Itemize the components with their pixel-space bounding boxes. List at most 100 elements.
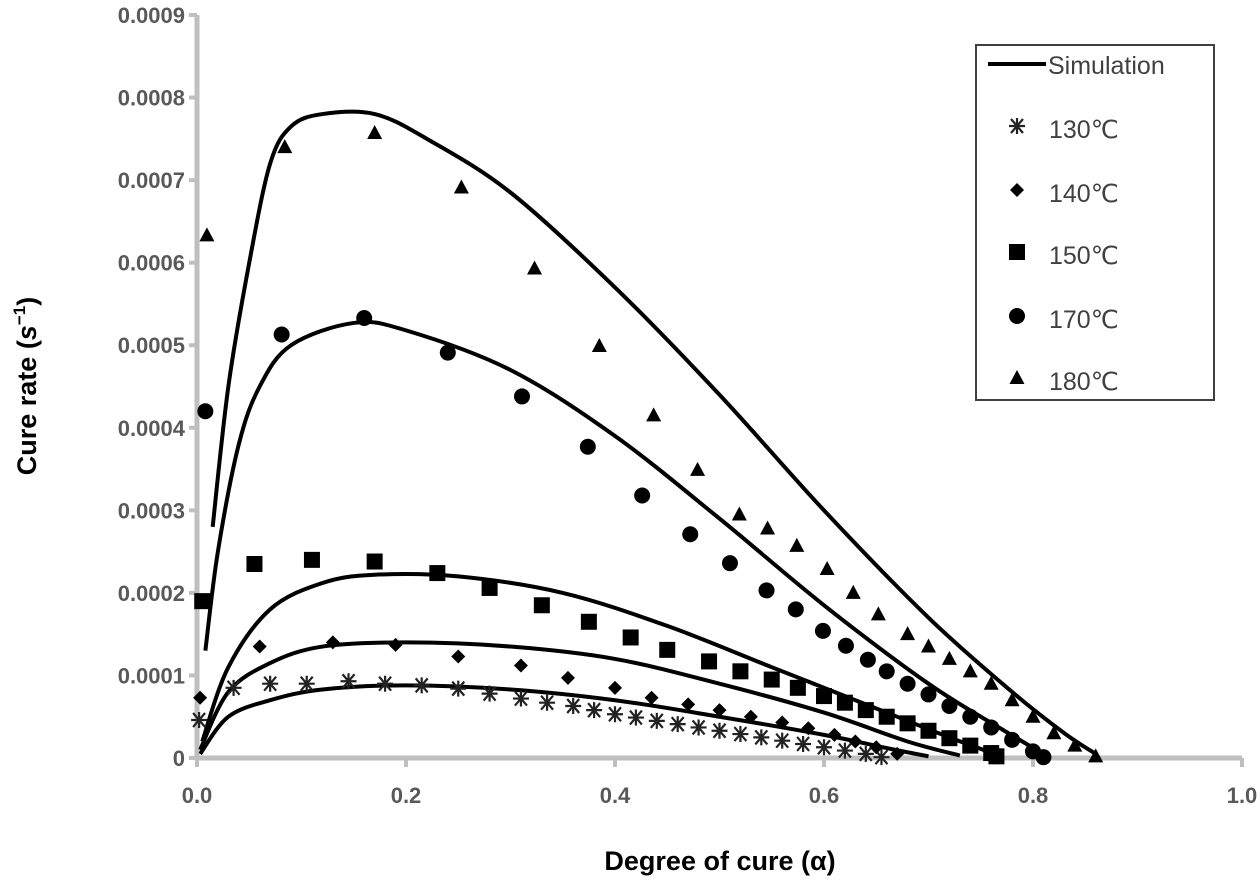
diamond-point [513, 658, 528, 673]
legend-label: 150℃ [1049, 242, 1119, 270]
square-point [920, 722, 937, 739]
x-axis-label: Degree of cure (α) [604, 846, 835, 876]
asterisk-point [413, 677, 430, 694]
asterisk-point [795, 735, 812, 752]
asterisk-point [262, 675, 279, 692]
triangle-point [199, 227, 215, 242]
diamond-point [743, 709, 758, 724]
triangle-point [1088, 748, 1104, 763]
square-point [941, 730, 958, 747]
series-150 [194, 551, 1005, 765]
diamond-point [869, 740, 884, 755]
triangle-point [870, 606, 886, 621]
triangle-point [690, 461, 706, 476]
square-point [857, 702, 874, 719]
asterisk-point [512, 690, 529, 707]
square-point [366, 553, 383, 570]
triangle-point [277, 139, 293, 154]
y-axis-label-exp: −1 [10, 306, 29, 325]
square-point [622, 629, 639, 646]
square-point [429, 565, 446, 582]
y-tick-label: 0.0009 [118, 3, 185, 28]
circle-point [814, 622, 831, 639]
circle-point [439, 344, 456, 361]
circle-point [273, 326, 290, 343]
y-tick-label: 0.0005 [118, 333, 185, 358]
asterisk-point [225, 679, 242, 696]
y-tick-label: 0.0002 [118, 581, 185, 606]
circle-point [356, 309, 373, 326]
triangle-point [983, 675, 999, 690]
square-point [303, 551, 320, 568]
x-tick-label: 1.0 [1227, 783, 1258, 808]
circle-point [758, 582, 775, 599]
axes: 0 0.0001 0.0002 0.0003 0.0004 0.0005 0.0006 0.0… [118, 3, 1258, 808]
triangle-point [591, 338, 607, 353]
asterisk-point [690, 719, 707, 736]
asterisk-point [586, 702, 603, 719]
square-point [659, 641, 676, 658]
triangle-point [1067, 737, 1083, 752]
square-point [732, 663, 749, 680]
circle-point [859, 651, 876, 668]
square-point [533, 597, 550, 614]
square-point [899, 715, 916, 732]
square-point [836, 694, 853, 711]
circle-point [983, 719, 1000, 736]
diamond-point [644, 690, 659, 705]
diamond-point [848, 734, 863, 749]
asterisk-point [711, 722, 728, 739]
square-point [246, 555, 263, 572]
triangle-point [453, 179, 469, 194]
circle-point [837, 637, 854, 654]
legend-triangle-icon [1009, 370, 1025, 384]
y-tick-label: 0.0007 [118, 168, 185, 193]
triangle-point [819, 560, 835, 575]
triangle-point [845, 584, 861, 599]
diamond-point [801, 721, 816, 736]
asterisk-point [648, 712, 665, 729]
circle-point [920, 686, 937, 703]
triangle-point [789, 537, 805, 552]
asterisk-point [873, 749, 890, 766]
asterisk-point [565, 697, 582, 714]
legend-square-icon [1009, 244, 1025, 260]
series-180 [199, 125, 1104, 763]
series-130 [191, 673, 890, 766]
triangle-point [527, 260, 543, 275]
x-tick-label: 0.2 [391, 783, 422, 808]
diamond-point [890, 746, 905, 761]
triangle-point [941, 650, 957, 665]
y-axis-label-prefix: Cure rate ( [12, 340, 42, 475]
square-point [763, 671, 780, 688]
circle-point [682, 526, 699, 543]
y-tick-label: 0.0004 [118, 416, 186, 441]
circle-point [787, 601, 804, 618]
diamond-point [681, 697, 696, 712]
circle-point [634, 487, 651, 504]
diamond-point [560, 670, 575, 685]
asterisk-point [816, 739, 832, 756]
diamond-point [388, 637, 403, 652]
triangle-point [1025, 708, 1041, 723]
legend-diamond-icon [1010, 183, 1024, 197]
triangle-point [962, 663, 978, 678]
circle-point [941, 697, 958, 714]
y-axis-label: Cure rate (s−1) [10, 297, 42, 475]
diamond-point [712, 703, 727, 718]
circle-point [962, 708, 979, 725]
series-140 [193, 635, 905, 761]
y-tick-label: 0.0008 [118, 86, 185, 111]
triangle-point [367, 125, 383, 140]
y-axis-label-suffix: ) [12, 297, 42, 306]
asterisk-point [836, 742, 853, 759]
simulation-curve-140 [198, 640, 961, 758]
circle-point [899, 675, 916, 692]
y-axis-label-unit: s [12, 325, 42, 340]
asterisk-point [857, 745, 874, 762]
y-tick-label: 0.0001 [118, 663, 185, 688]
simulation-curve-170 [203, 319, 1045, 756]
x-tick-label: 0.6 [809, 783, 840, 808]
legend-label: Simulation [1048, 52, 1165, 80]
